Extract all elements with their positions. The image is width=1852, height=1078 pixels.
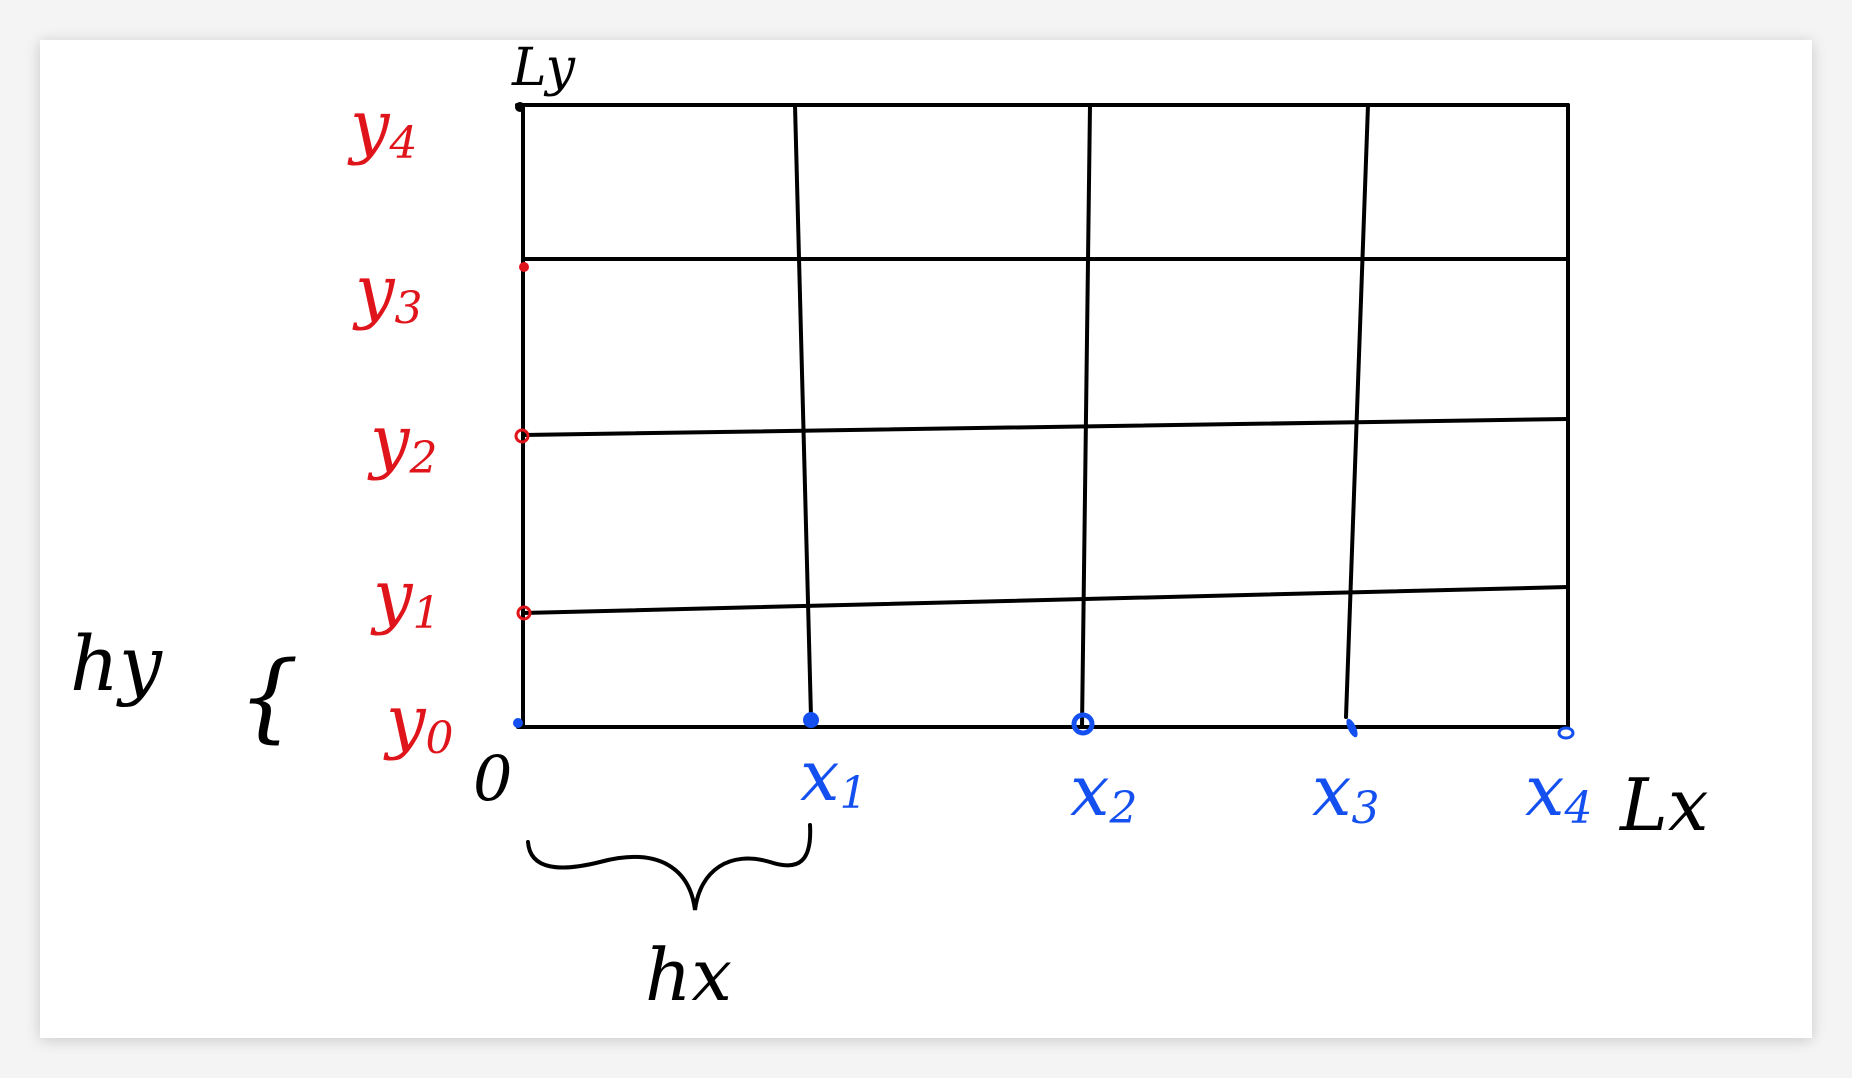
dot-x3 — [1346, 718, 1358, 738]
dot-y3 — [519, 262, 529, 272]
label-x3: x3 — [1312, 750, 1379, 834]
grid-vline-x3 — [1344, 103, 1370, 719]
dot-y0 — [513, 718, 523, 728]
grid-hline-y1 — [521, 585, 1570, 615]
label-hy: hy — [70, 619, 163, 708]
node-dots — [513, 102, 1575, 740]
grid-vline-x1 — [793, 103, 813, 719]
axis-labels: 0 Ly Lx hx hy { — [70, 38, 1708, 1017]
hx-brace — [526, 823, 813, 911]
label-x2: x2 — [1070, 750, 1137, 834]
dot-y1 — [516, 605, 532, 621]
grid-lines — [515, 103, 1570, 729]
dot-y2 — [514, 428, 530, 444]
label-y3: y3 — [352, 250, 423, 334]
label-ly: Ly — [511, 38, 576, 98]
y-labels: y4 y3 y2 y1 y0 — [347, 85, 454, 764]
label-y4: y4 — [347, 85, 418, 169]
dot-y4 — [515, 102, 525, 112]
label-lx: Lx — [1618, 763, 1708, 847]
label-y0: y0 — [383, 680, 454, 764]
dot-x2 — [1071, 712, 1095, 736]
label-origin: 0 — [473, 742, 512, 815]
grid-hline-y2 — [521, 417, 1570, 437]
label-hx: hx — [645, 933, 732, 1017]
label-x1: x1 — [800, 735, 867, 819]
label-x4: x4 — [1525, 750, 1592, 834]
whiteboard-canvas — [40, 40, 1812, 1038]
label-y1: y1 — [370, 555, 441, 639]
grid-vline-x2 — [1080, 103, 1092, 729]
label-y2: y2 — [367, 400, 438, 484]
dot-x4 — [1557, 726, 1575, 740]
dot-x1 — [803, 712, 819, 728]
x-labels: x1 x2 x3 x4 — [800, 735, 1592, 834]
label-hy-brace: { — [238, 641, 299, 753]
